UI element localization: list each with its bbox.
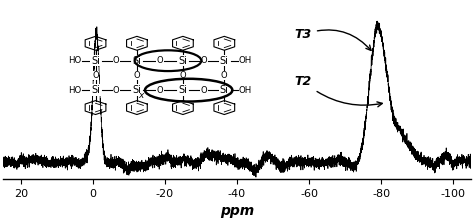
X-axis label: ppm: ppm	[220, 204, 254, 218]
Text: T2: T2	[295, 75, 383, 107]
Text: T3: T3	[295, 28, 371, 50]
